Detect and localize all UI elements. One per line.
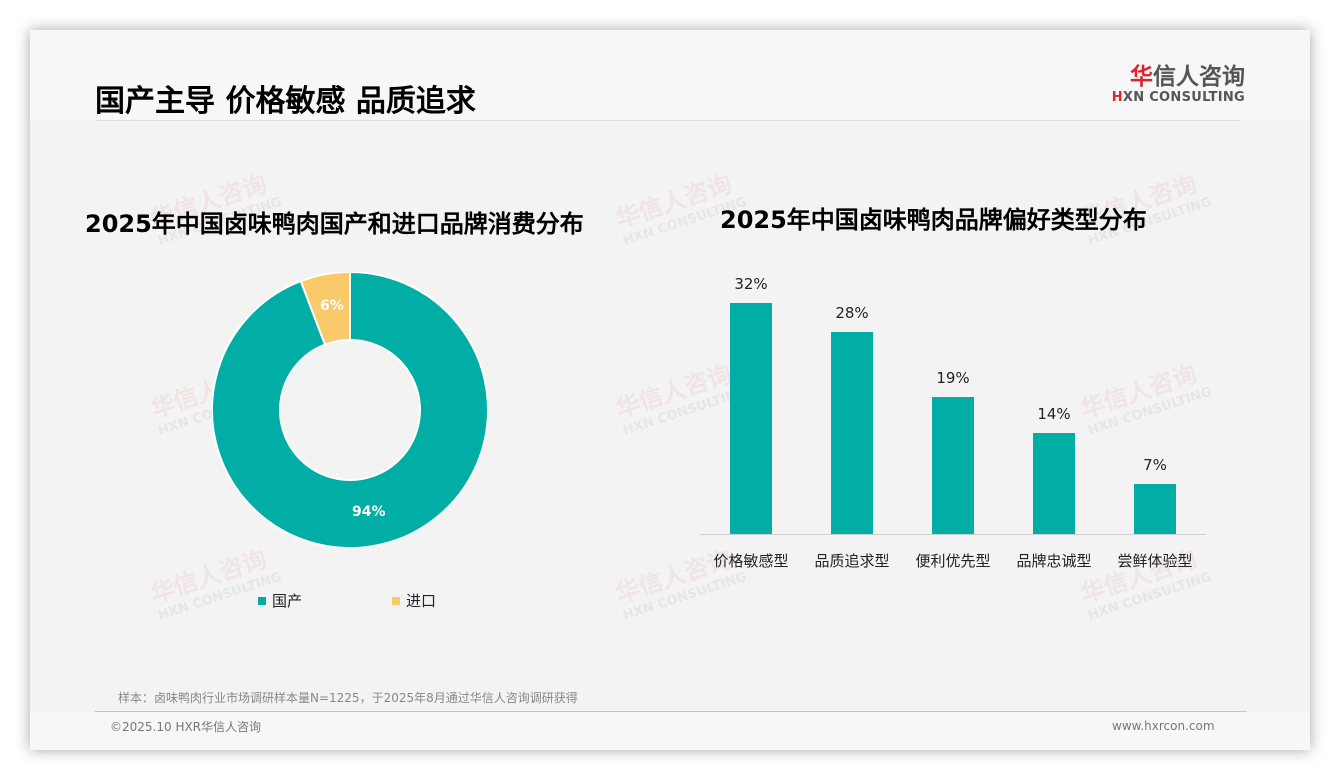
donut-slice-import [299,270,351,346]
header-band [30,30,1310,120]
footer-band [30,712,1310,750]
bar-brand-loyal [1033,433,1075,534]
donut-chart-title: 2025年中国卤味鸭肉国产和进口品牌消费分布 [85,210,584,238]
donut-label-import: 6% [320,298,344,314]
donut-slice-domestic [211,270,489,549]
bar-value: 7% [1143,456,1167,474]
bar-value: 19% [936,369,970,387]
logo-chinese: 华信人咨询 [1130,64,1245,90]
bar-category-label: 便利优先型 [915,552,991,570]
bar-value: 14% [1037,405,1071,423]
x-axis-line [700,534,1206,535]
bar-price-sensitive [730,303,772,534]
legend-swatch-import [392,596,400,605]
legend-swatch-domestic [258,596,266,605]
donut-svg [211,270,489,549]
copyright: ©2025.10 HXR华信人咨询 [110,720,262,734]
bar-value: 32% [734,275,768,293]
bar-convenience-first [932,397,974,534]
donut-chart: 6% 94% [211,270,489,549]
website-link[interactable]: www.hxrcon.com [1112,719,1215,733]
bar-chart: 32% 价格敏感型 28% 品质追求型 19% 便利优先型 14% 品牌忠诚型 … [700,270,1220,590]
bar-value: 28% [835,304,869,322]
sample-footnote: 样本：卤味鸭肉行业市场调研样本量N=1225，于2025年8月通过华信人咨询调研… [118,691,578,705]
bar-category-label: 价格敏感型 [713,552,789,570]
legend-item-import: 进口 [392,590,436,611]
donut-label-domestic: 94% [352,504,386,520]
company-logo: 华信人咨询 HXN CONSULTING [1110,64,1245,106]
bar-category-label: 品牌忠诚型 [1016,552,1092,570]
bar-chart-title: 2025年中国卤味鸭肉品牌偏好类型分布 [720,206,1147,234]
page-title: 国产主导 价格敏感 品质追求 [95,84,476,119]
bar-novelty-seeking [1134,484,1176,534]
bar-category-label: 品质追求型 [814,552,890,570]
bar-quality-seeking [831,332,873,534]
legend-item-domestic: 国产 [258,590,302,611]
footer-divider [95,711,1247,712]
slide: 国产主导 价格敏感 品质追求 华信人咨询 HXN CONSULTING 华信人咨… [30,30,1310,750]
logo-english: HXN CONSULTING [1111,90,1245,105]
bar-category-label: 尝鲜体验型 [1117,552,1193,570]
header-divider [95,120,1240,121]
